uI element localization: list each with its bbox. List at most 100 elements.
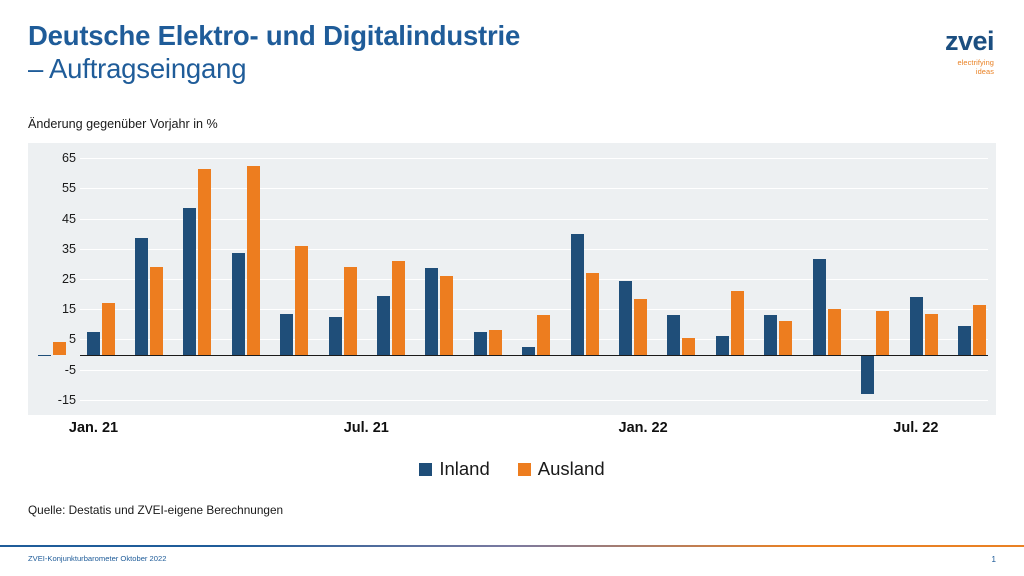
bar-ausland — [488, 330, 502, 355]
bar-group — [754, 143, 802, 415]
bar-ausland — [198, 168, 212, 355]
bar-group — [948, 143, 996, 415]
bar-inland — [715, 336, 729, 355]
legend-swatch-icon — [517, 462, 531, 476]
logo-wordmark: zvei — [944, 26, 995, 56]
gridline — [80, 339, 988, 341]
bar-group — [657, 143, 705, 415]
chart-gridlines — [80, 143, 988, 415]
bar-ausland — [246, 165, 260, 355]
bar-inland — [328, 316, 342, 355]
bar-inland — [135, 238, 149, 355]
bar-ausland — [440, 275, 454, 355]
gridline — [80, 279, 988, 280]
bar-group — [706, 143, 754, 415]
bar-inland — [231, 253, 245, 355]
bar-ausland — [972, 304, 986, 355]
y-axis-tick-label: 45 — [61, 211, 76, 226]
bar-group — [512, 143, 560, 415]
gridline — [80, 309, 988, 311]
bar-group — [28, 143, 76, 415]
x-axis-tick-label: Jan. 21 — [68, 420, 119, 436]
footer-page-number: 1 — [991, 554, 996, 564]
bar-inland — [764, 315, 778, 355]
x-axis-tick-label: Jul. 22 — [893, 420, 939, 436]
bar-group — [464, 143, 512, 415]
gridline — [80, 188, 988, 190]
page-title: Deutsche Elektro- und Digitalindustrie –… — [28, 20, 888, 86]
chart-legend: Inland Ausland — [0, 458, 1024, 480]
x-axis-tick-label: Jul. 21 — [343, 420, 389, 436]
bar-inland — [473, 331, 487, 355]
y-axis-tick-label: 65 — [61, 151, 76, 166]
bar-inland — [957, 325, 971, 355]
bar-ausland — [150, 266, 164, 355]
bar-group — [851, 143, 899, 415]
gridline — [80, 218, 988, 220]
y-axis-tick-label: 35 — [61, 241, 76, 256]
bar-group — [318, 143, 366, 415]
bar-ausland — [827, 309, 841, 355]
bar-ausland — [634, 298, 648, 355]
footer-label: ZVEI-Konjunkturbarometer Oktober 2022 — [28, 554, 167, 563]
bar-ausland — [53, 342, 67, 355]
y-axis-tick-label: -15 — [57, 392, 76, 407]
footer-divider — [0, 545, 1024, 547]
bar-inland — [909, 297, 923, 355]
y-axis-tick-label: 5 — [68, 332, 76, 347]
gridline — [80, 248, 988, 250]
bar-ausland — [924, 313, 938, 355]
bar-inland — [280, 313, 294, 355]
title-line-1: Deutsche Elektro- und Digitalindustrie — [28, 20, 521, 51]
bar-group — [125, 143, 173, 415]
bar-group — [222, 143, 270, 415]
bar-ausland — [101, 303, 115, 355]
legend-label: Ausland — [537, 458, 605, 479]
bar-ausland — [779, 321, 793, 355]
bar-group — [76, 143, 124, 415]
bar-group — [415, 143, 463, 415]
chart-subtitle: Änderung gegenüber Vorjahr in % — [28, 117, 218, 131]
legend-item-inland[interactable]: Inland — [419, 458, 490, 480]
bar-group — [367, 143, 415, 415]
logo-tagline-line-1: electrifying — [957, 58, 994, 67]
bar-group — [173, 143, 221, 415]
bar-group — [899, 143, 947, 415]
bar-ausland — [585, 272, 599, 355]
legend-label: Inland — [439, 458, 490, 479]
gridline — [80, 399, 988, 401]
bar-inland — [86, 331, 100, 355]
y-axis-labels: 65 55 45 35 25 15 5 -5 -15 — [28, 143, 76, 415]
bar-ausland — [682, 337, 696, 355]
gridline — [80, 369, 988, 371]
bar-group — [560, 143, 608, 415]
y-axis-tick-label: -5 — [64, 362, 76, 377]
legend-swatch-icon — [419, 462, 433, 476]
bar-inland — [377, 295, 391, 355]
bar-inland — [667, 315, 681, 355]
bar-inland — [619, 280, 633, 355]
y-axis-tick-label: 15 — [61, 302, 76, 317]
logo-tagline-line-2: ideas — [975, 67, 994, 77]
gridline — [80, 158, 988, 160]
bar-ausland — [537, 315, 551, 355]
x-axis-labels: Jan. 21 Jul. 21 Jan. 22 Jul. 22 — [69, 420, 996, 444]
bar-inland — [812, 259, 826, 355]
legend-item-ausland[interactable]: Ausland — [517, 458, 605, 480]
bar-ausland — [392, 260, 406, 355]
y-axis-tick-label: 25 — [61, 272, 76, 286]
bar-ausland — [295, 245, 309, 355]
x-axis-tick-label: Jan. 22 — [618, 420, 668, 436]
y-axis-tick-label: 55 — [61, 181, 76, 196]
bar-inland — [425, 268, 439, 355]
chart-plot-area: 65 55 45 35 25 15 5 -5 -15 — [28, 143, 996, 415]
bar-ausland — [730, 291, 744, 355]
bar-inland — [38, 354, 52, 356]
bar-ausland — [343, 266, 357, 355]
logo-tagline: electrifying ideas — [906, 58, 998, 76]
bar-inland — [861, 354, 875, 394]
bar-inland — [570, 233, 584, 355]
zero-axis-line — [80, 354, 988, 357]
chart-bars — [28, 143, 996, 415]
